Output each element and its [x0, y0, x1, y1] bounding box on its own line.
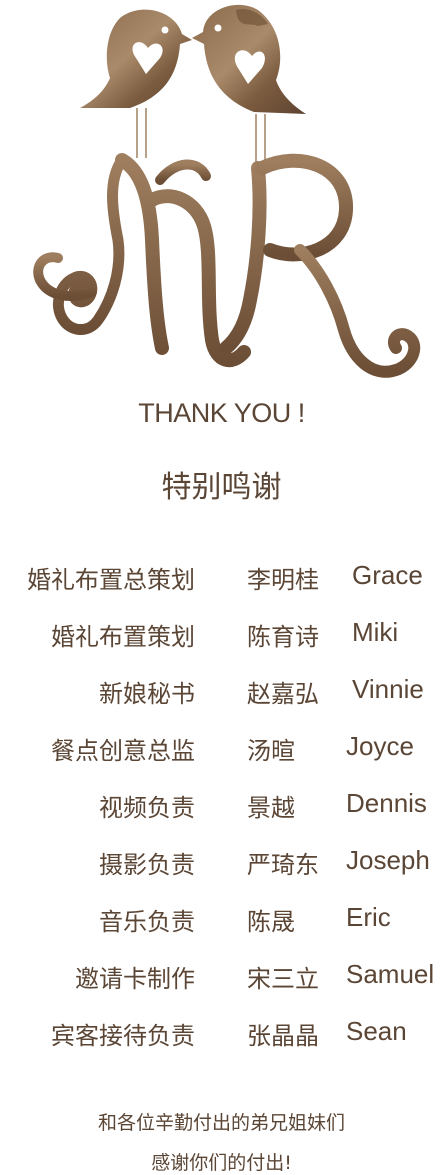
monogram-m-icon	[33, 153, 251, 368]
bird-couple-monogram-icon	[33, 4, 421, 378]
footer-line-1: 和各位辛勤付出的弟兄姐妹们	[97, 1112, 345, 1134]
credit-row: 邀请卡制作 宋三立 Samuel	[0, 959, 443, 999]
credit-role: 音乐负责	[99, 908, 195, 936]
credit-row: 宾客接待负责 张晶晶 Sean	[0, 1016, 443, 1056]
credit-role: 摄影负责	[99, 851, 195, 879]
credit-row: 摄影负责 严琦东 Joseph	[0, 845, 443, 885]
credit-name-en: Eric	[346, 902, 391, 932]
credit-row: 音乐负责 陈晟 Eric	[0, 902, 443, 942]
credit-role: 视频负责	[99, 794, 195, 822]
thank-you-heading: THANK YOU !	[138, 398, 305, 428]
footer-line-2: 感谢你们的付出!	[151, 1152, 292, 1174]
credit-name-cn: 陈育诗	[247, 623, 319, 651]
credit-name-cn: 陈晟	[247, 908, 295, 936]
credit-name-en: Miki	[352, 617, 399, 647]
credit-name-cn: 张晶晶	[247, 1022, 319, 1050]
credit-name-en: Joseph	[346, 845, 430, 875]
credit-role: 婚礼布置策划	[51, 623, 195, 651]
credit-row: 婚礼布置策划 陈育诗 Miki	[0, 617, 443, 657]
credit-name-en: Samuel	[346, 959, 435, 989]
credit-role: 餐点创意总监	[51, 737, 195, 765]
credit-row: 餐点创意总监 汤暄 Joyce	[0, 731, 443, 771]
credit-name-en: Sean	[346, 1016, 407, 1046]
credit-role: 宾客接待负责	[51, 1022, 195, 1050]
credit-role: 婚礼布置总策划	[27, 566, 195, 594]
credit-name-cn: 景越	[247, 794, 295, 822]
credit-role: 新娘秘书	[99, 680, 195, 708]
credit-row: 婚礼布置总策划 李明桂 Grace	[0, 560, 443, 600]
special-thanks-heading: 特别鸣谢	[161, 470, 282, 505]
credit-name-cn: 汤暄	[247, 737, 295, 765]
credit-name-en: Joyce	[346, 731, 414, 761]
credit-row: 视频负责 景越 Dennis	[0, 788, 443, 828]
left-bird-icon	[80, 9, 192, 158]
credit-name-en: Vinnie	[352, 674, 424, 704]
credit-name-cn: 李明桂	[247, 566, 319, 594]
credit-role: 邀请卡制作	[75, 965, 195, 993]
credit-name-en: Grace	[352, 560, 423, 590]
credit-name-cn: 赵嘉弘	[247, 680, 319, 708]
credit-name-cn: 严琦东	[247, 851, 319, 879]
credit-name-en: Dennis	[346, 788, 427, 818]
monogram-r-icon	[219, 153, 421, 378]
credit-row: 新娘秘书 赵嘉弘 Vinnie	[0, 674, 443, 714]
right-bird-icon	[192, 4, 306, 162]
credit-name-cn: 宋三立	[247, 965, 319, 993]
